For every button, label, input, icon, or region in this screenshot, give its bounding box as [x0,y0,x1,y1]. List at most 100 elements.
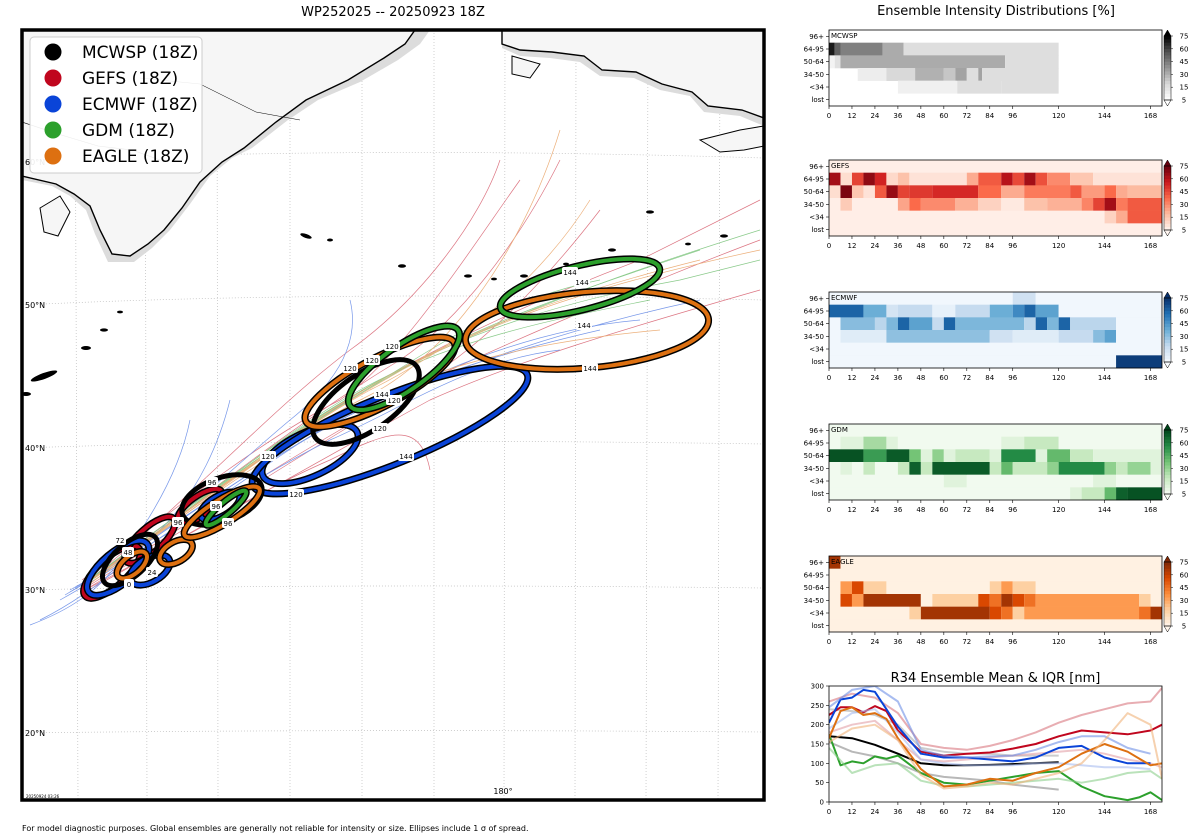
heatmap-cell [955,68,967,81]
heatmap-cell [840,55,1006,69]
r34-x-label: 144 [1098,808,1112,816]
r34-x-label: 60 [939,808,948,816]
tag-120e: 120 [384,341,400,351]
svg-text:20°N: 20°N [25,729,45,738]
tag-144c: 144 [562,267,578,277]
colorbar-label: 60 [1180,175,1189,183]
colorbar-step [1164,600,1171,604]
heatmap-cell [829,172,841,186]
colorbar-step [1164,204,1171,208]
r34-y-label: 300 [811,683,824,691]
heatmap-cell [897,198,910,211]
x-tick-label: 96 [1008,374,1017,382]
heatmap-cell [829,355,1117,369]
legend-label: EAGLE (18Z) [82,147,189,167]
r34-x-label: 24 [870,808,879,816]
svg-text:120: 120 [387,397,400,405]
tag-144a: 144 [374,389,390,399]
x-tick-label: 144 [1098,112,1112,120]
svg-text:48: 48 [124,549,133,557]
x-tick-label: 72 [962,374,971,382]
heatmap-cell [886,304,898,318]
heatmap-cell [1001,80,1059,94]
colorbar-step [1164,77,1171,82]
colorbar-step [1164,96,1171,101]
colorbar-step [1164,430,1171,434]
x-tick-label: 36 [893,374,902,382]
colorbar-label: 5 [1182,227,1186,235]
tag-120b: 120 [288,489,304,499]
heatmap-cell [1139,594,1151,607]
heatmap-cell [829,462,841,475]
x-tick-label: 12 [848,242,857,250]
heatmap-cell [829,210,1105,224]
x-tick-label: 168 [1144,112,1157,120]
alaska-land [501,30,764,119]
colorbar-label: 30 [1180,465,1189,473]
colorbar-step [1164,90,1171,94]
heatmap-cell [1093,474,1117,488]
colorbar-step [1164,39,1171,43]
legend-marker [44,69,62,87]
colorbar-step [1164,55,1171,59]
heatmap-cell [1104,185,1117,199]
x-tick-label: 60 [939,638,948,646]
heatmap-title: GEFS [831,162,850,170]
heatmap-cell [863,449,887,463]
heatmap-cell [978,185,1002,199]
x-tick-label: 24 [870,374,879,382]
heatmap-cell [1001,462,1013,475]
x-tick-label: 60 [939,506,948,514]
colorbar-step [1164,301,1171,305]
tag-120c: 120 [372,423,388,433]
colorbar-step [1164,433,1171,437]
r34-x-label: 12 [848,808,857,816]
colorbar-bottom [1163,229,1172,237]
svg-text:144: 144 [375,391,389,399]
x-tick-label: 36 [893,506,902,514]
tag-120g: 120 [342,363,358,373]
colorbar-step [1164,74,1171,78]
heatmap-cell [978,594,990,607]
colorbar-step [1164,574,1171,579]
row-label: 64-95 [804,46,824,54]
colorbar-step [1164,178,1171,183]
colorbar-step [1164,584,1171,588]
x-tick-label: 84 [985,506,994,514]
heatmap-cell [909,606,921,620]
colorbar-label: 30 [1180,201,1189,209]
svg-text:24: 24 [148,569,157,577]
heatmap-cell [829,424,1162,437]
heatmap-cell [897,304,933,318]
x-tick-label: 120 [1052,112,1065,120]
kamchatka-tip [39,195,71,237]
heatmap-cell [955,198,979,211]
colorbar-step [1164,188,1171,192]
colorbar-step [1164,314,1171,318]
svg-text:120: 120 [385,343,398,351]
x-tick-label: 168 [1144,242,1157,250]
row-label: 34-50 [804,71,824,79]
heatmap-cell [851,462,864,475]
heatmap-cell [1001,606,1013,620]
colorbar-step [1164,226,1171,231]
colorbar-step [1164,64,1171,69]
heatmap-cell [1035,317,1048,331]
heatmap-cell [909,317,933,331]
r34-line [829,712,1162,790]
heatmap-cell [897,462,910,475]
r34-y-label: 100 [811,760,824,768]
row-label: 96+ [809,427,824,435]
colorbar-step [1164,603,1171,608]
colorbar-step [1164,320,1171,324]
colorbar-step [1164,622,1171,627]
heatmap-cell [909,172,967,186]
colorbar-step [1164,616,1171,620]
tag-144f: 144 [582,363,598,373]
colorbar-step [1164,87,1171,91]
x-tick-label: 72 [962,638,971,646]
heatmap-cell [829,198,841,211]
heatmap-cell [978,198,1002,211]
r34-x-label: 72 [962,808,971,816]
